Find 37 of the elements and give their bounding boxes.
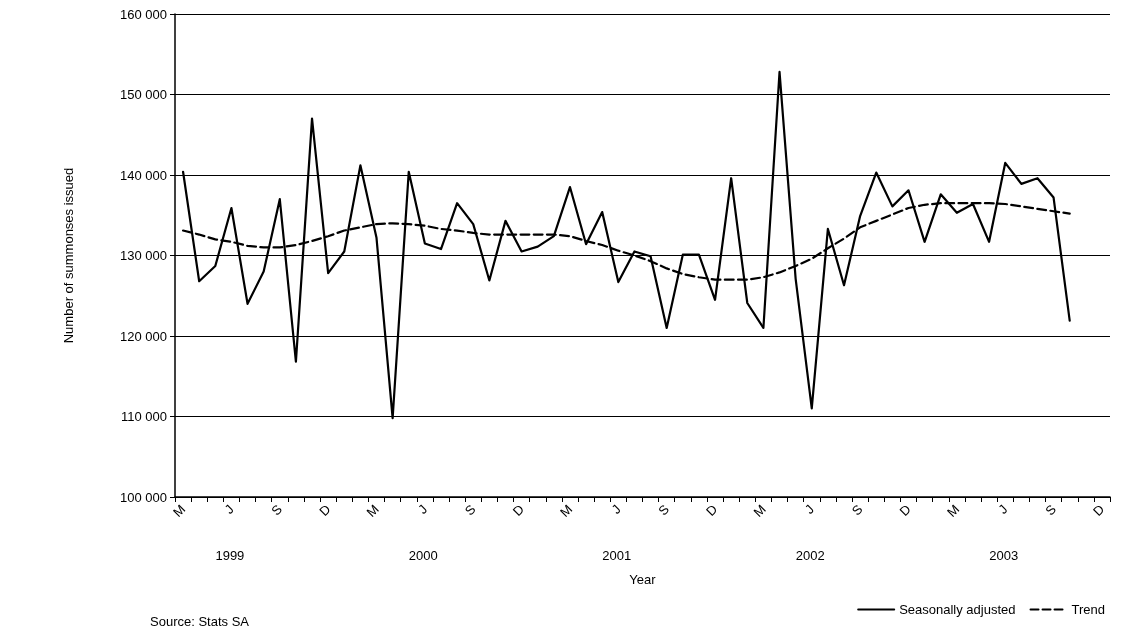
- y-tick-label: 130 000: [120, 248, 167, 263]
- x-tick-label: D: [1090, 501, 1108, 519]
- x-tick-label: M: [943, 501, 963, 520]
- legend-label: Seasonally adjusted: [899, 602, 1016, 617]
- text: 2003: [989, 548, 1019, 563]
- x-tick-label: J: [414, 501, 431, 517]
- x-tick-label: S: [268, 501, 286, 519]
- x-tick-label: J: [995, 501, 1011, 517]
- text: 2001: [602, 548, 632, 563]
- x-tick-label: S: [848, 501, 866, 519]
- text: 2002: [795, 548, 825, 563]
- y-tick-label: 160 000: [120, 6, 167, 22]
- x-tick-label: S: [461, 501, 479, 519]
- y-tick-label: 150 000: [120, 87, 167, 102]
- text: 2000: [408, 548, 438, 563]
- y-axis-title: Number of summonses issued: [61, 167, 76, 344]
- legend-label: Trend: [1071, 602, 1106, 617]
- x-tick-label: D: [703, 501, 721, 519]
- x-tick-label: J: [221, 501, 237, 517]
- x-tick-label: D: [896, 501, 914, 519]
- x-tick-label: D: [316, 501, 334, 519]
- y-tick-label: 140 000: [120, 167, 167, 183]
- x-tick-label: D: [509, 501, 527, 519]
- x-tick-label: M: [557, 501, 576, 520]
- text: 1999: [215, 548, 245, 563]
- x-tick-label: S: [1042, 501, 1060, 519]
- x-tick-label: M: [363, 501, 382, 520]
- x-tick-label: J: [801, 501, 818, 517]
- x-tick-label: M: [750, 501, 769, 520]
- x-tick-label: M: [170, 501, 189, 520]
- x-axis-title: Year: [629, 572, 657, 587]
- x-tick-label: S: [655, 501, 673, 519]
- y-tick-label: 120 000: [120, 328, 167, 344]
- x-tick-label: J: [608, 501, 624, 517]
- y-tick-label: 100 000: [120, 489, 167, 505]
- source-note: Source: Stats SA: [150, 614, 250, 629]
- y-tick-label: 110 000: [120, 409, 167, 424]
